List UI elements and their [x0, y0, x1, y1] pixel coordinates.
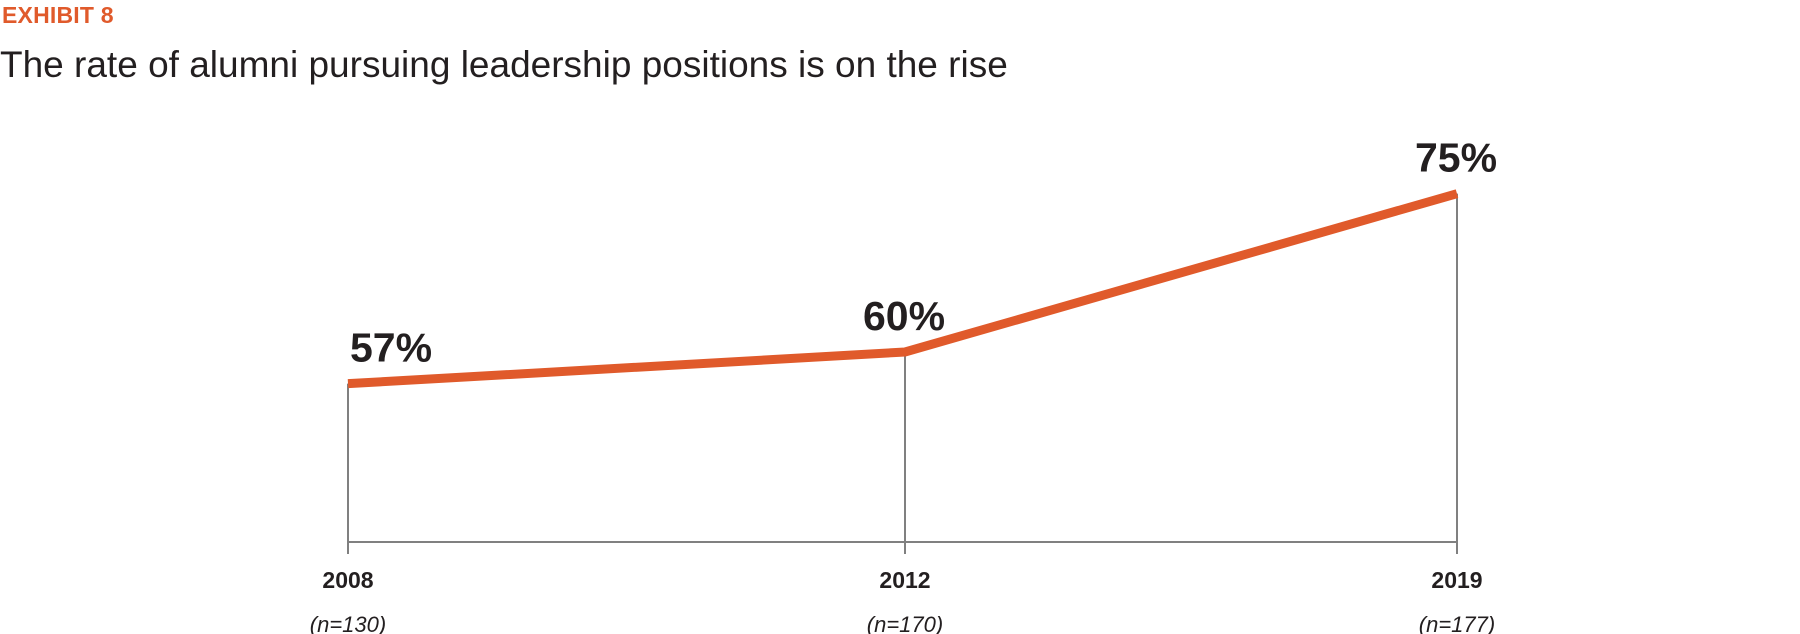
x-tick-label-2008: 2008 — [322, 567, 373, 593]
series-line — [348, 194, 1457, 384]
x-tick-label-2012: 2012 — [879, 567, 930, 593]
value-label-2019: 75% — [1415, 135, 1497, 181]
x-tick-label-2019: 2019 — [1431, 567, 1482, 593]
value-label-2012: 60% — [863, 293, 945, 339]
sample-size-label-2008: (n=130) — [310, 612, 386, 634]
sample-size-label-2012: (n=170) — [867, 612, 943, 634]
sample-size-label-2019: (n=177) — [1419, 612, 1495, 634]
value-label-2008: 57% — [350, 325, 432, 371]
